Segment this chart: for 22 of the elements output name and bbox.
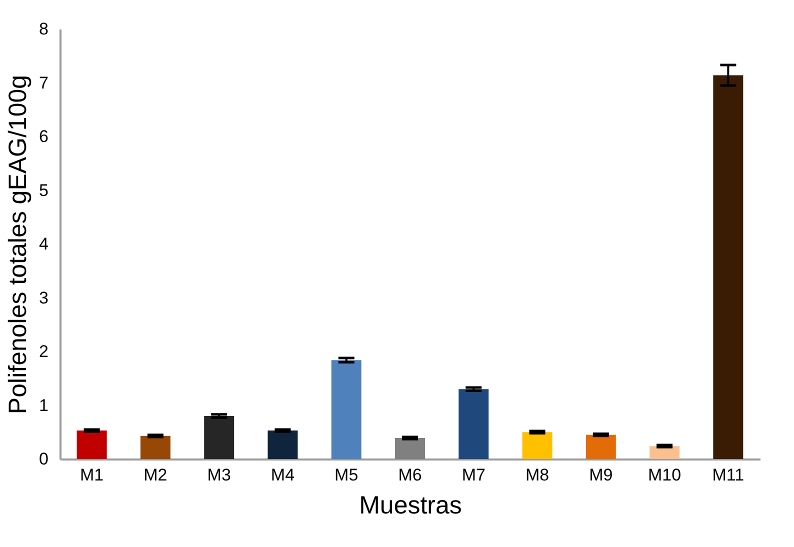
x-tick-label: M10 (648, 466, 682, 484)
x-tick-label: M6 (398, 466, 422, 484)
x-tick-label: M1 (80, 466, 104, 484)
y-tick-label: 3 (39, 288, 48, 308)
x-axis-title: Muestras (359, 492, 462, 520)
x-tick-label: M4 (270, 466, 295, 484)
x-tick-label: M8 (525, 466, 550, 484)
x-tick-label: M5 (334, 466, 358, 484)
x-tick-label: M11 (712, 466, 744, 484)
y-axis-title: Polifenoles totales gEAG/100g (4, 74, 32, 414)
y-tick-label: 0 (39, 450, 48, 468)
x-tick-label: M2 (144, 466, 168, 484)
x-tick-label: M7 (462, 466, 486, 484)
y-tick-label: 2 (39, 342, 48, 361)
y-tick-label: 4 (39, 234, 48, 254)
y-tick-label: 7 (39, 73, 48, 92)
x-tick-label: M9 (589, 466, 613, 484)
y-tick-label: 6 (39, 127, 48, 146)
y-tick-label: 8 (39, 20, 48, 38)
y-tick-label: 5 (39, 180, 48, 200)
x-tick-label: M3 (207, 466, 231, 484)
y-tick-label: 1 (39, 396, 48, 415)
